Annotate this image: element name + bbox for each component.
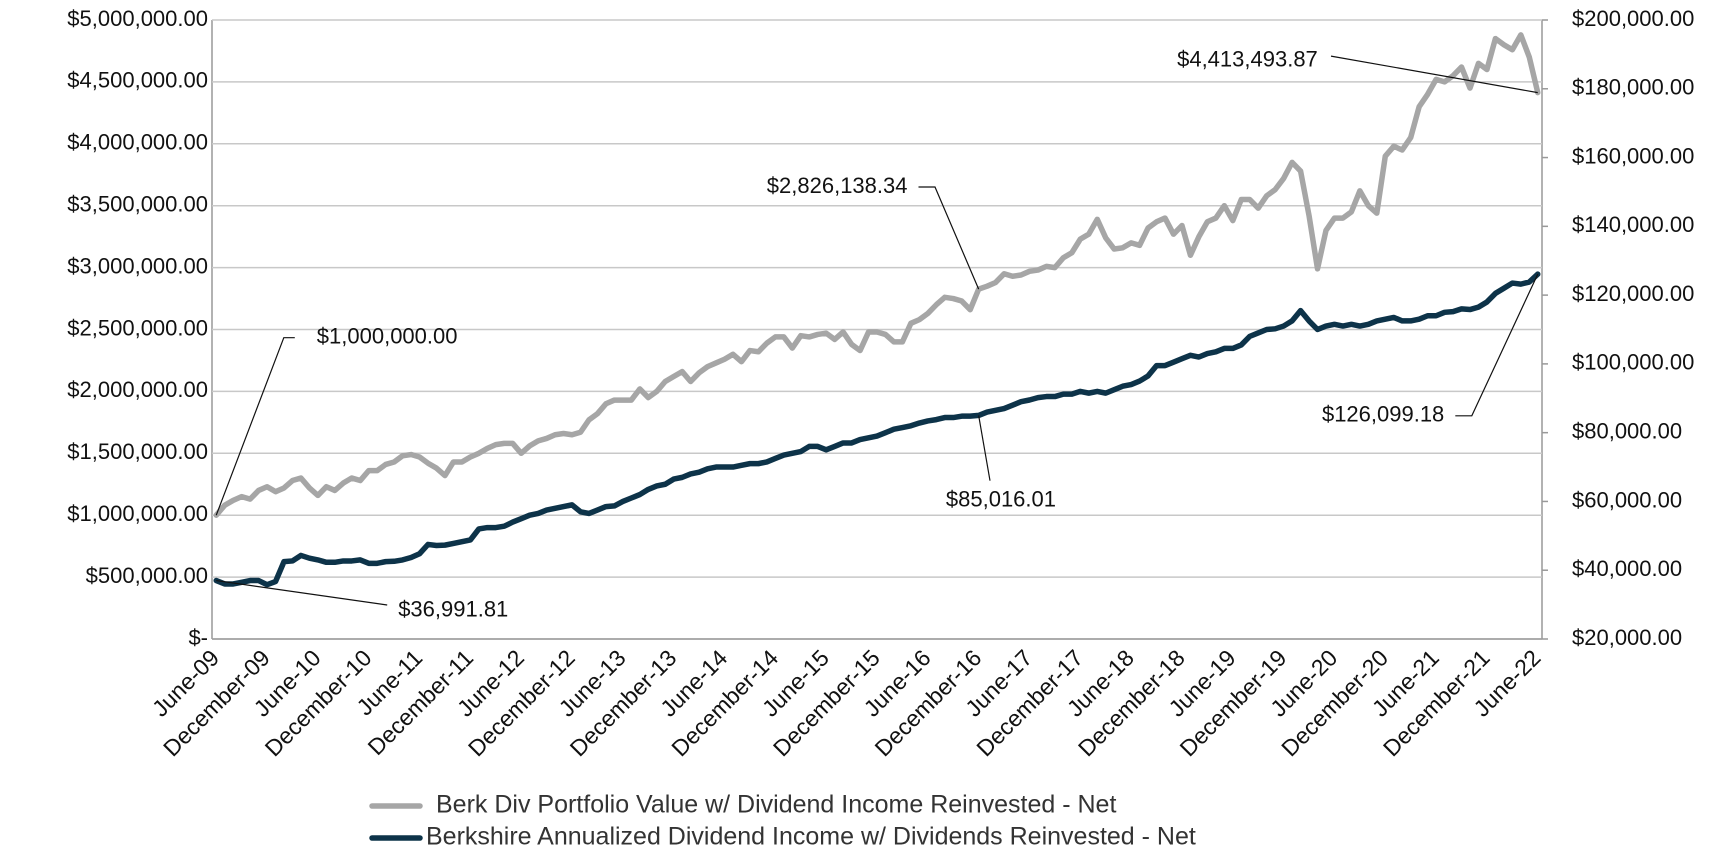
y-tick-label: $1,000,000.00 [67,501,208,526]
y2-tick-label: $120,000.00 [1572,281,1694,306]
data-label: $85,016.01 [946,486,1056,511]
y-tick-label: $3,500,000.00 [67,192,208,217]
leader-line [1455,273,1539,417]
y2-tick-label: $160,000.00 [1572,143,1694,168]
series-line [213,271,1541,588]
y-tick-label: $- [188,625,208,650]
y2-tick-label: $40,000.00 [1572,556,1682,581]
y-tick-label: $3,000,000.00 [67,253,208,278]
leader-line [978,415,991,481]
y2-tick-label: $180,000.00 [1572,75,1694,100]
y2-tick-label: $140,000.00 [1572,212,1694,237]
leader-line [216,579,388,606]
leader-line [215,337,295,516]
data-label: $36,991.81 [398,596,508,621]
data-label: $2,826,138.34 [767,173,908,198]
data-label: $1,000,000.00 [317,324,458,349]
y-tick-label: $500,000.00 [86,563,208,588]
y-tick-label: $4,500,000.00 [67,68,208,93]
y-tick-label: $5,000,000.00 [67,6,208,31]
legend-label: Berkshire Annualized Dividend Income w/ … [426,823,1196,851]
y-tick-label: $4,000,000.00 [67,130,208,155]
y-tick-label: $2,500,000.00 [67,315,208,340]
y2-tick-label: $100,000.00 [1572,350,1694,375]
series-line [213,32,1541,518]
y2-tick-label: $80,000.00 [1572,418,1682,443]
y2-tick-label: $60,000.00 [1572,487,1682,512]
y2-tick-label: $20,000.00 [1572,625,1682,650]
y2-tick-label: $200,000.00 [1572,6,1694,31]
data-label: $126,099.18 [1322,402,1444,427]
data-label: $4,413,493.87 [1177,46,1318,71]
y-tick-label: $1,500,000.00 [67,439,208,464]
leader-line [918,186,980,290]
leader-line [1330,55,1538,94]
legend-label: Berk Div Portfolio Value w/ Dividend Inc… [436,791,1116,819]
y-tick-label: $2,000,000.00 [67,377,208,402]
